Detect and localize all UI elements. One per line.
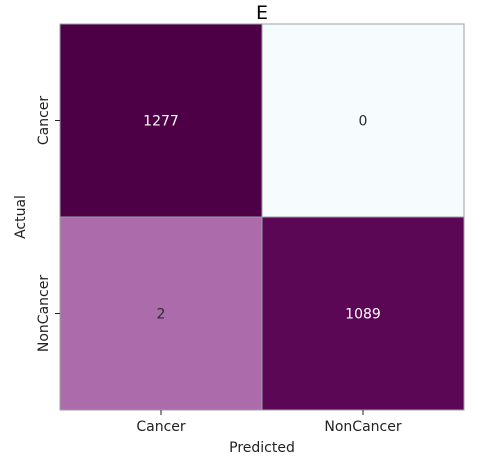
x-tick-label-cancer: Cancer [136, 419, 186, 435]
chart-title: E [256, 2, 268, 24]
cell-value-label-noncancer-cancer: 2 [157, 307, 166, 323]
heatmap-cells: 1277 0 2 1089 [59, 23, 465, 411]
x-tick-label-noncancer: NonCancer [324, 419, 401, 435]
cell-value-label-cancer-cancer: 1277 [143, 114, 179, 130]
cell-value-label-noncancer-noncancer: 1089 [345, 307, 381, 323]
heatmap-cell-noncancer-cancer [59, 216, 263, 411]
heatmap-cell-cancer-cancer [59, 23, 263, 218]
y-axis-label: Actual [13, 195, 29, 239]
y-tick-label-noncancer: NonCancer [36, 275, 52, 352]
axis-ticks: Cancer NonCancer Cancer NonCancer [36, 96, 402, 435]
x-axis-label: Predicted [229, 440, 295, 456]
cell-value-label-cancer-noncancer: 0 [359, 114, 368, 130]
heatmap-cell-cancer-noncancer [261, 23, 465, 218]
heatmap-cell-noncancer-noncancer [261, 216, 465, 411]
y-tick-label-cancer: Cancer [36, 96, 52, 146]
